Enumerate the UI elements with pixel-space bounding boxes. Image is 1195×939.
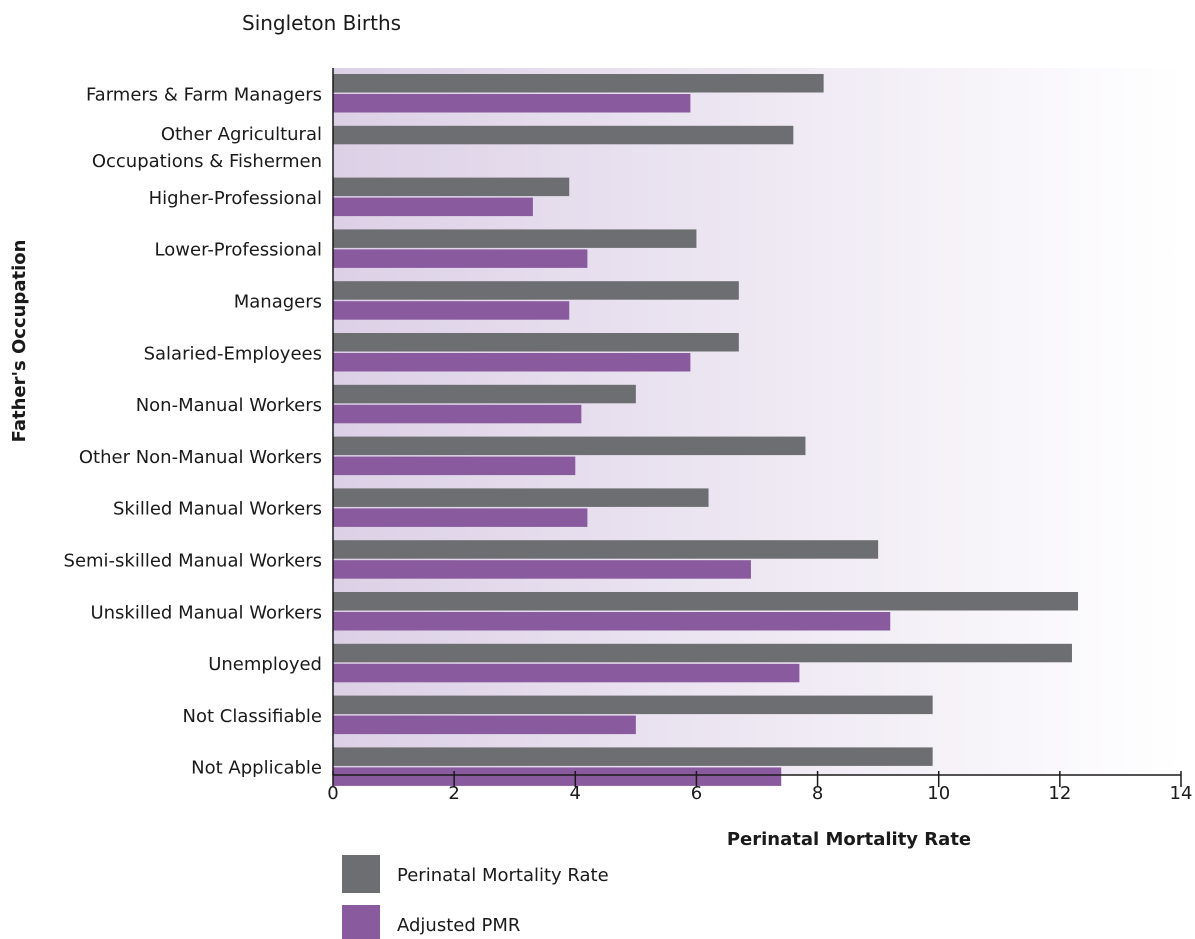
- x-axis-ticks: 0 2 4 6 8 10 12 14: [327, 771, 1192, 804]
- category-label-1-line-0: Other Agricultural: [161, 124, 322, 145]
- category-label-5: Salaried-Employees: [144, 343, 322, 364]
- bar-pmr-13: [333, 747, 933, 766]
- bar-adjusted-pmr-13: [333, 767, 782, 786]
- x-tick-label-1: 2: [448, 783, 459, 804]
- x-tick-label-2: 4: [570, 783, 581, 804]
- category-label-3: Lower-Professional: [155, 240, 322, 261]
- x-tick-label-5: 10: [927, 783, 950, 804]
- bar-adjusted-pmr-6: [333, 404, 582, 424]
- legend: Perinatal Mortality Rate Adjusted PMR: [342, 855, 609, 939]
- bar-pmr-12: [333, 695, 933, 715]
- category-label-6: Non-Manual Workers: [136, 395, 322, 416]
- bar-adjusted-pmr-7: [333, 456, 576, 476]
- x-tick-label-0: 0: [327, 783, 338, 804]
- category-label-7: Other Non-Manual Workers: [79, 447, 322, 468]
- y-axis-title: Father's Occupation: [9, 240, 30, 443]
- category-label-11: Unemployed: [208, 654, 322, 675]
- bar-pmr-11: [333, 643, 1072, 663]
- bar-pmr-4: [333, 281, 739, 300]
- bar-adjusted-pmr-12: [333, 715, 636, 735]
- bar-pmr-9: [333, 540, 879, 559]
- category-label-12: Not Classifiable: [183, 706, 322, 727]
- bar-adjusted-pmr-11: [333, 663, 800, 683]
- bar-pmr-2: [333, 177, 570, 197]
- bar-adjusted-pmr-5: [333, 353, 691, 372]
- bar-pmr-7: [333, 436, 806, 456]
- legend-swatch-0: [342, 855, 380, 893]
- legend-label-0: Perinatal Mortality Rate: [397, 865, 609, 886]
- category-label-2: Higher-Professional: [149, 188, 322, 209]
- bar-pmr-0: [333, 74, 824, 93]
- bar-pmr-1: [333, 125, 794, 145]
- bar-adjusted-pmr-3: [333, 249, 588, 268]
- bar-adjusted-pmr-8: [333, 508, 588, 527]
- bar-pmr-6: [333, 384, 636, 404]
- bar-pmr-3: [333, 229, 697, 248]
- bar-adjusted-pmr-4: [333, 301, 570, 320]
- bar-adjusted-pmr-0: [333, 94, 691, 113]
- bar-adjusted-pmr-2: [333, 197, 533, 217]
- category-label-10: Unskilled Manual Workers: [90, 602, 322, 623]
- bars-layer: [333, 74, 1079, 786]
- bar-adjusted-pmr-9: [333, 560, 751, 579]
- x-tick-label-6: 12: [1048, 783, 1071, 804]
- category-labels: Farmers & Farm Managers Other Agricultura…: [64, 84, 322, 778]
- category-label-0: Farmers & Farm Managers: [86, 84, 322, 105]
- x-axis-title: Perinatal Mortality Rate: [727, 829, 971, 850]
- x-tick-label-4: 8: [812, 783, 823, 804]
- bar-adjusted-pmr-10: [333, 612, 891, 631]
- category-label-8: Skilled Manual Workers: [113, 499, 322, 520]
- chart-title: Singleton Births: [242, 11, 401, 35]
- bar-pmr-5: [333, 333, 739, 352]
- category-label-13: Not Applicable: [191, 758, 322, 779]
- category-label-4: Managers: [234, 291, 322, 312]
- legend-label-1: Adjusted PMR: [397, 915, 520, 936]
- bar-pmr-10: [333, 592, 1079, 611]
- x-tick-label-3: 6: [691, 783, 702, 804]
- x-tick-label-7: 14: [1170, 783, 1193, 804]
- legend-swatch-1: [342, 905, 380, 939]
- bar-pmr-8: [333, 488, 709, 507]
- category-label-1-line-1: Occupations & Fishermen: [92, 151, 322, 172]
- category-label-9: Semi-skilled Manual Workers: [64, 550, 322, 571]
